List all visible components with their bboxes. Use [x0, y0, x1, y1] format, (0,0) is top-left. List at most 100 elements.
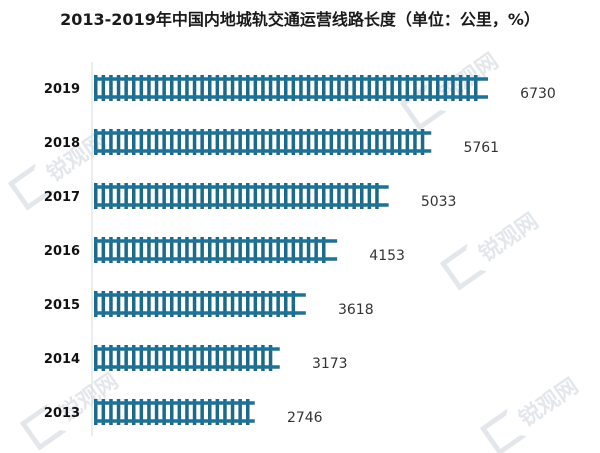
bar-sleeper — [344, 183, 349, 209]
year-label: 2014 — [44, 352, 80, 367]
bar-2014: 2014 3173 — [44, 345, 348, 372]
bar-sleeper — [337, 183, 341, 209]
bar-sleeper — [398, 129, 402, 155]
bar-sleeper — [139, 129, 144, 155]
bar-sleeper — [238, 237, 242, 263]
bar-sleeper — [284, 183, 288, 209]
bar-sleeper — [230, 75, 235, 101]
bar-sleeper — [314, 183, 318, 209]
bar-sleeper — [268, 291, 273, 317]
bar-sleeper — [276, 183, 280, 209]
bar-sleeper — [109, 75, 113, 101]
bar-sleeper — [192, 183, 197, 209]
bar-sleeper — [154, 183, 159, 209]
bar-rail-bottom — [94, 311, 306, 315]
bar-sleeper — [177, 183, 182, 209]
bar-sleeper — [101, 237, 106, 263]
bar-sleeper — [420, 129, 425, 155]
data-label: 4153 — [369, 248, 405, 264]
bar-rail-top — [94, 239, 338, 243]
bar-rail-bottom — [94, 365, 280, 369]
bar-sleeper — [322, 237, 326, 263]
bar-sleeper — [192, 345, 197, 371]
data-label: 6730 — [520, 86, 556, 102]
bar-sleeper — [299, 237, 303, 263]
bar-sleeper — [253, 183, 258, 209]
bar-sleeper — [238, 129, 242, 155]
bar-sleeper — [154, 291, 159, 317]
bar-sleeper — [352, 75, 356, 101]
bar-sleeper — [367, 129, 372, 155]
bar-sleeper — [170, 183, 174, 209]
bar-sleeper — [170, 129, 174, 155]
bar-sleeper — [284, 75, 288, 101]
bar-sleeper — [94, 399, 98, 425]
bar-sleeper — [390, 75, 394, 101]
bar-sleeper — [170, 399, 174, 425]
bar-sleeper — [230, 237, 235, 263]
bar-sleeper — [246, 291, 250, 317]
bar-sleeper — [230, 183, 235, 209]
bar-sleeper — [101, 129, 106, 155]
bar-sleeper — [109, 291, 113, 317]
bar-sleeper — [116, 75, 121, 101]
bar-sleeper — [352, 183, 356, 209]
year-label: 2018 — [44, 136, 80, 151]
bar-sleeper — [420, 75, 425, 101]
bar-sleeper — [215, 399, 220, 425]
bar-rail-bottom — [94, 95, 488, 99]
bar-rail-top — [94, 77, 488, 81]
year-label: 2019 — [44, 82, 80, 97]
bar-sleeper — [223, 129, 227, 155]
bar-sleeper — [230, 399, 235, 425]
bar-sleeper — [200, 237, 204, 263]
bar-sleeper — [390, 129, 394, 155]
bar-sleeper — [306, 129, 311, 155]
bar-sleeper — [132, 345, 136, 371]
bar-sleeper — [132, 75, 136, 101]
bar-sleeper — [124, 291, 128, 317]
bar-sleeper — [337, 129, 341, 155]
bar-sleeper — [192, 129, 197, 155]
bar-sleeper — [170, 291, 174, 317]
bar-sleeper — [200, 345, 204, 371]
bar-sleeper — [246, 183, 250, 209]
bar-sleeper — [177, 237, 182, 263]
bar-sleeper — [94, 183, 98, 209]
bar-sleeper — [261, 291, 265, 317]
year-label: 2015 — [44, 298, 80, 313]
bar-sleeper — [116, 399, 121, 425]
bar-2015: 2015 3618 — [44, 291, 374, 318]
bar-sleeper — [238, 399, 242, 425]
bar-sleeper — [284, 237, 288, 263]
bar-sleeper — [177, 399, 182, 425]
bar-sleeper — [284, 129, 288, 155]
bar-sleeper — [109, 345, 113, 371]
bar-sleeper — [223, 291, 227, 317]
bar-sleeper — [238, 345, 242, 371]
bar-sleeper — [116, 345, 121, 371]
bar-sleeper — [436, 75, 440, 101]
bar-2018: 2018 5761 — [44, 129, 499, 156]
bar-sleeper — [162, 183, 166, 209]
bar-rail-bottom — [94, 203, 389, 207]
bar-sleeper — [124, 129, 128, 155]
bar-sleeper — [367, 183, 372, 209]
bar-sleeper — [268, 129, 273, 155]
bar-sleeper — [185, 291, 189, 317]
bar-sleeper — [322, 129, 326, 155]
bar-sleeper — [223, 345, 227, 371]
bar-sleeper — [154, 75, 159, 101]
bar-sleeper — [177, 291, 182, 317]
bar-sleeper — [314, 237, 318, 263]
bar-sleeper — [177, 129, 182, 155]
bar-sleeper — [101, 75, 106, 101]
bar-sleeper — [238, 183, 242, 209]
bar-sleeper — [132, 399, 136, 425]
bar-sleeper — [208, 345, 212, 371]
bar-sleeper — [458, 75, 463, 101]
bar-sleeper — [132, 237, 136, 263]
bar-sleeper — [268, 183, 273, 209]
bar-sleeper — [185, 237, 189, 263]
bar-2019: 2019 6730 — [44, 75, 556, 102]
